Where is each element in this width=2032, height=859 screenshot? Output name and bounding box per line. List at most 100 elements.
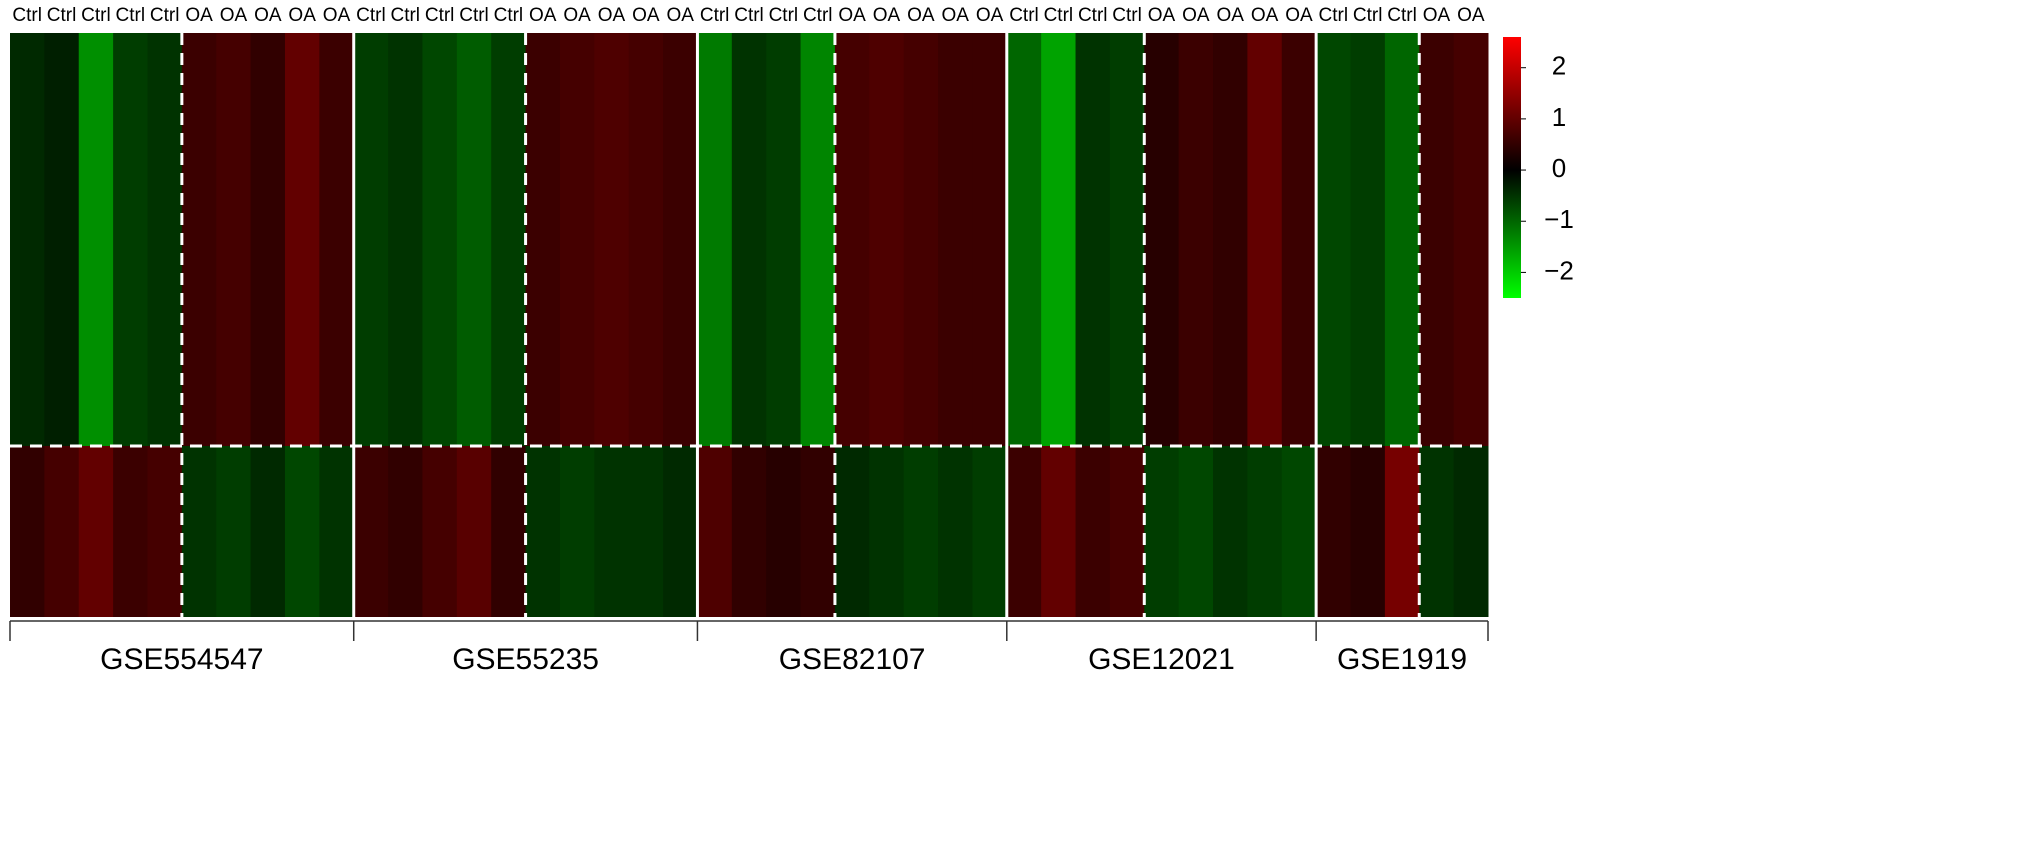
group-label: GSE1919 [1337,643,1467,676]
heat-cell [1247,33,1283,446]
heat-cell [1419,33,1455,446]
heat-cell [1384,446,1420,617]
sample-label: OA [323,5,351,26]
sample-label: Ctrl [1078,5,1108,26]
sample-label: Ctrl [459,5,489,26]
heat-cell [1178,446,1214,617]
heat-cell [697,33,733,446]
sample-label: OA [838,5,866,26]
heat-cell [697,446,733,617]
sample-label: Ctrl [425,5,455,26]
sample-label: OA [529,5,557,26]
heat-cell [147,33,183,446]
heat-cell [250,446,286,617]
sample-label: Ctrl [1009,5,1039,26]
heat-cell [834,446,870,617]
heat-cell [525,446,561,617]
heat-cell [78,446,114,617]
sample-label: Ctrl [47,5,77,26]
heat-cell [284,446,320,617]
heat-cell [1384,33,1420,446]
heat-cell [594,33,630,446]
heat-cell [1281,446,1317,617]
sample-label: Ctrl [803,5,833,26]
sample-label: Ctrl [1044,5,1074,26]
heat-cell [250,33,286,446]
heat-cell [78,33,114,446]
heat-cell [147,446,183,617]
heat-cell [319,33,355,446]
heat-cell [869,446,905,617]
heat-cell [113,33,148,446]
colorbar [1503,37,1521,298]
sample-label: OA [632,5,660,26]
sample-label: OA [667,5,695,26]
heat-cell [284,33,320,446]
group-label: GSE55235 [452,643,599,676]
heat-cell [491,33,527,446]
heat-cell [869,33,905,446]
heat-cell [1213,33,1248,446]
heat-cell [1006,33,1042,446]
heat-cell [1316,446,1352,617]
heat-cell [559,446,595,617]
heat-cell [1041,33,1077,446]
sample-label: OA [185,5,213,26]
heat-cell [800,446,836,617]
sample-label: Ctrl [12,5,42,26]
heat-cell [594,446,630,617]
sample-label: OA [220,5,248,26]
heat-cell [216,33,252,446]
heat-cell [388,33,423,446]
sample-label: OA [1182,5,1210,26]
heat-cell [766,446,802,617]
sample-label: Ctrl [150,5,180,26]
heat-cell [388,446,423,617]
colorbar-tick-label: 0 [1552,153,1566,183]
heat-cell [1453,33,1489,446]
heat-cell [422,33,458,446]
group-label: GSE554547 [100,643,263,676]
sample-label: OA [1285,5,1313,26]
heat-cell [1213,446,1248,617]
group-label: GSE12021 [1088,643,1235,676]
heat-cell [559,33,595,446]
heat-cell [628,33,664,446]
heat-cell [113,446,148,617]
sample-label: OA [563,5,591,26]
heat-cell [1453,446,1489,617]
heat-cell [834,33,870,446]
heat-cell [491,446,527,617]
heat-cell [1109,446,1145,617]
sample-label: Ctrl [494,5,524,26]
heat-cell [181,33,217,446]
sample-label: OA [907,5,935,26]
heat-cell [972,33,1008,446]
heat-cell [1075,446,1111,617]
sample-label: OA [1423,5,1451,26]
sample-label: OA [976,5,1004,26]
heat-cell [181,446,217,617]
group-label: GSE82107 [779,643,926,676]
sample-label: Ctrl [769,5,799,26]
heat-cell [1178,33,1214,446]
sample-label: Ctrl [1353,5,1383,26]
heat-cell [10,33,45,446]
heat-cell [903,33,939,446]
heat-cell [663,446,698,617]
heat-cell [731,446,767,617]
sample-label: OA [1148,5,1176,26]
heat-cell [216,446,252,617]
heat-cell [731,33,767,446]
sample-label: OA [1457,5,1485,26]
heat-cell [456,446,492,617]
sample-label: Ctrl [1319,5,1349,26]
colorbar-tick-label: −1 [1544,204,1574,234]
heat-cell [1144,446,1180,617]
heat-cell [353,33,389,446]
heat-cell [938,446,973,617]
sample-label: OA [1251,5,1279,26]
heat-cell [663,33,698,446]
sample-label: OA [1216,5,1244,26]
